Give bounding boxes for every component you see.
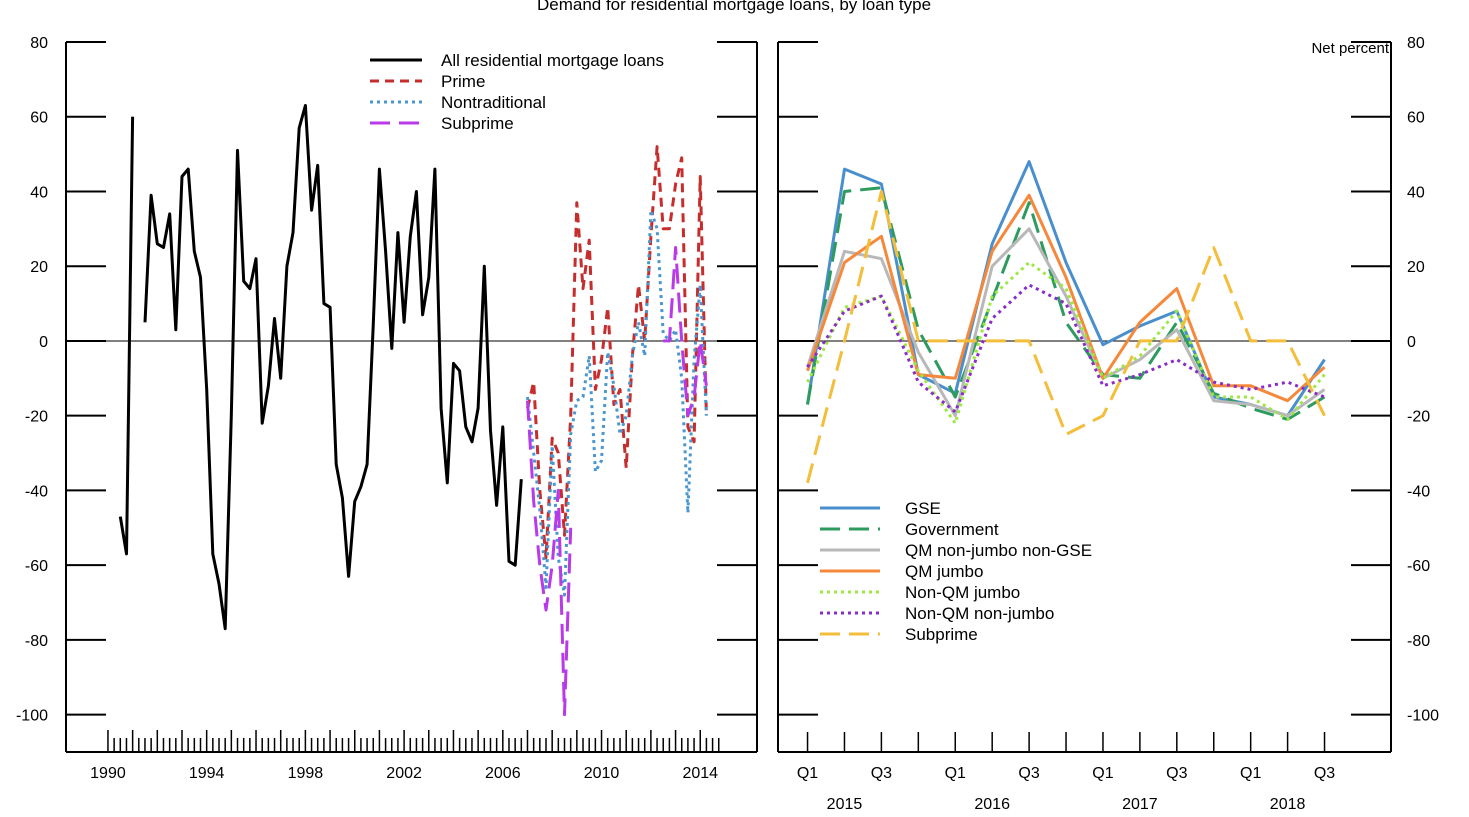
y-tick-label-right: 40 bbox=[1407, 184, 1425, 201]
series-line-qm-non-jumbo-non-gse bbox=[806, 227, 1326, 418]
x-tick-label-left: 2002 bbox=[386, 765, 422, 782]
x-tick-label-quarter: Q3 bbox=[1018, 765, 1039, 782]
y-tick-label-left: 40 bbox=[30, 184, 48, 201]
y-tick-label-right: 0 bbox=[1407, 334, 1416, 351]
y-tick-label-left: -100 bbox=[16, 708, 48, 725]
chart-title: Demand for residential mortgage loans, b… bbox=[537, 0, 931, 14]
units-label: Net percent bbox=[1311, 40, 1389, 57]
legend-label-subprime: Subprime bbox=[905, 625, 978, 644]
legend-label-subprime: Subprime bbox=[441, 114, 514, 133]
legend-label-non-qm-jumbo: Non-QM jumbo bbox=[905, 583, 1020, 602]
x-tick-label-left: 2006 bbox=[485, 765, 521, 782]
x-year-label-2018: 2018 bbox=[1270, 796, 1306, 813]
legend-label-qm-non-jumbo-non-gse: QM non-jumbo non-GSE bbox=[905, 541, 1092, 560]
legend-label-government: Government bbox=[905, 520, 999, 539]
y-tick-label-left: -80 bbox=[25, 633, 48, 650]
legend-label-all-residential-mortgage-loans: All residential mortgage loans bbox=[441, 51, 664, 70]
x-tick-label-quarter: Q3 bbox=[1314, 765, 1335, 782]
y-tick-label-right: -80 bbox=[1407, 633, 1430, 650]
x-year-label-2017: 2017 bbox=[1122, 796, 1158, 813]
legend-label-gse: GSE bbox=[905, 499, 941, 518]
legend-label-qm-jumbo: QM jumbo bbox=[905, 562, 983, 581]
y-tick-label-right: 60 bbox=[1407, 110, 1425, 127]
x-tick-label-left: 2010 bbox=[584, 765, 620, 782]
y-tick-label-left: -60 bbox=[25, 558, 48, 575]
y-tick-label-left: -20 bbox=[25, 409, 48, 426]
x-year-label-2016: 2016 bbox=[974, 796, 1010, 813]
x-year-label-2015: 2015 bbox=[827, 796, 863, 813]
y-tick-label-right: 80 bbox=[1407, 35, 1425, 52]
x-tick-label-quarter: Q1 bbox=[945, 765, 966, 782]
right-panel-loan-categories: -100 -80 -60 -40 -20 0 20 40 60 80 Q1 Q3 Q1 Q3 Q1 Q3 Q1 Q… bbox=[777, 35, 1439, 813]
y-tick-label-left: 80 bbox=[30, 35, 48, 52]
x-tick-label-left: 1998 bbox=[288, 765, 324, 782]
x-tick-label-quarter: Q1 bbox=[797, 765, 818, 782]
y-tick-label-right: 20 bbox=[1407, 259, 1425, 276]
x-tick-label-left: 1990 bbox=[90, 765, 126, 782]
y-tick-label-left: -40 bbox=[25, 483, 48, 500]
series-line-prime bbox=[526, 145, 708, 560]
x-tick-label-left: 2014 bbox=[682, 765, 718, 782]
x-tick-label-quarter: Q1 bbox=[1240, 765, 1261, 782]
y-tick-label-left: 60 bbox=[30, 110, 48, 127]
series-line-nontraditional bbox=[526, 208, 708, 597]
x-tick-label-quarter: Q3 bbox=[1166, 765, 1187, 782]
y-tick-label-right: -20 bbox=[1407, 409, 1430, 426]
series-line-non-qm-non-jumbo bbox=[806, 283, 1326, 414]
legend-label-nontraditional: Nontraditional bbox=[441, 93, 546, 112]
y-tick-label-right: -60 bbox=[1407, 558, 1430, 575]
y-tick-label-right: -40 bbox=[1407, 483, 1430, 500]
x-tick-label-quarter: Q1 bbox=[1092, 765, 1113, 782]
left-panel-prime-nontraditional-subprime: -100 -80 -60 -40 -20 0 20 40 60 80 1990 1994 1998 200… bbox=[16, 35, 758, 782]
series-line-subprime bbox=[526, 246, 708, 717]
x-tick-label-quarter: Q3 bbox=[871, 765, 892, 782]
legend-label-non-qm-non-jumbo: Non-QM non-jumbo bbox=[905, 604, 1054, 623]
y-tick-label-right: -100 bbox=[1407, 708, 1439, 725]
y-tick-label-left: 20 bbox=[30, 259, 48, 276]
series-line-subprime bbox=[806, 190, 1326, 484]
y-tick-label-left: 0 bbox=[39, 334, 48, 351]
legend-label-prime: Prime bbox=[441, 72, 485, 91]
series-line-qm-jumbo bbox=[806, 193, 1326, 403]
x-tick-label-left: 1994 bbox=[189, 765, 225, 782]
series-line-non-qm-jumbo bbox=[806, 261, 1326, 425]
series-line-all-residential-mortgage-loans bbox=[118, 104, 523, 631]
